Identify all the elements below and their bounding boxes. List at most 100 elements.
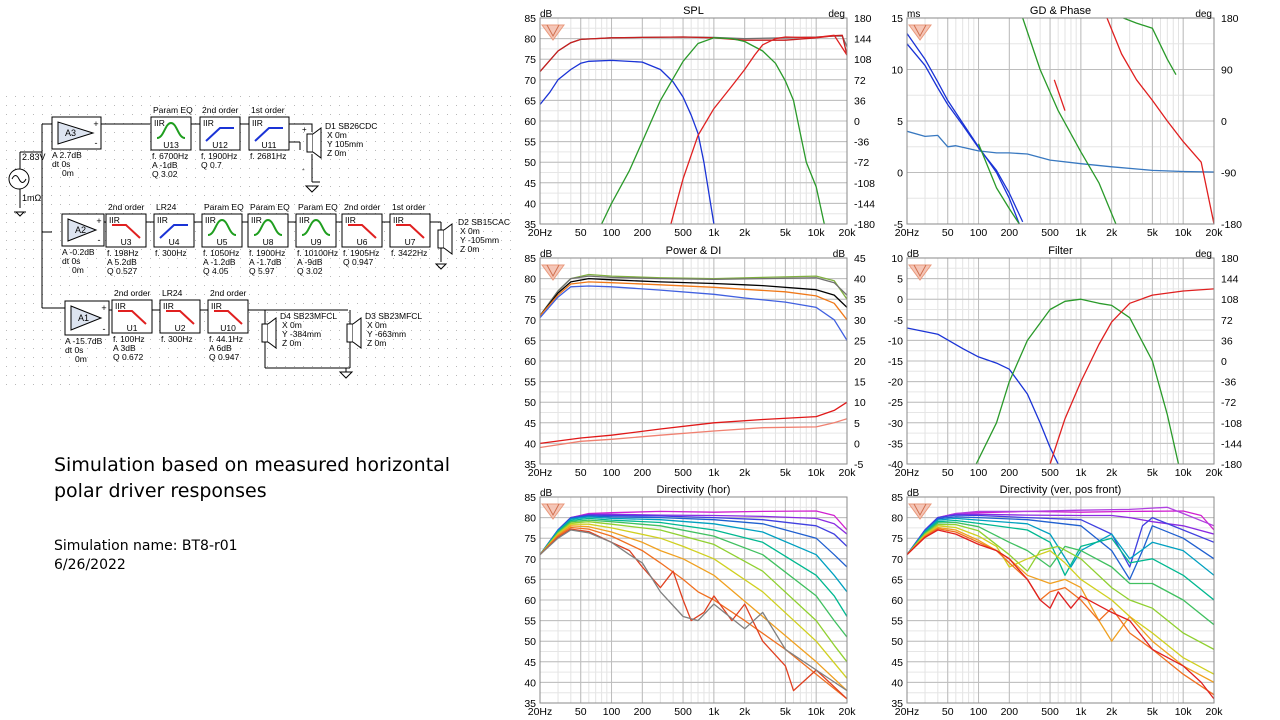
grid-dot <box>60 177 61 178</box>
amp-triangle-icon <box>57 121 95 145</box>
grid-dot <box>339 168 340 169</box>
grid-dot <box>276 186 277 187</box>
grid-dot <box>348 267 349 268</box>
grid-dot <box>285 321 286 322</box>
grid-dot <box>60 285 61 286</box>
filter-block-U11 <box>248 116 290 151</box>
grid-dot <box>267 366 268 367</box>
grid-dot <box>159 285 160 286</box>
grid-dot <box>465 114 466 115</box>
x-tick-label: 500 <box>1041 227 1059 239</box>
grid-dot <box>87 186 88 187</box>
grid-dot <box>186 285 187 286</box>
grid-dot <box>105 186 106 187</box>
grid-dot <box>339 375 340 376</box>
grid-dot <box>375 186 376 187</box>
grid-dot <box>375 384 376 385</box>
grid-dot <box>96 168 97 169</box>
grid-dot <box>321 357 322 358</box>
grid-dot <box>42 114 43 115</box>
block-param: f. 6700Hz <box>152 151 188 161</box>
grid-dot <box>492 285 493 286</box>
grid-dot <box>312 204 313 205</box>
grid-dot <box>420 321 421 322</box>
grid-dot <box>204 330 205 331</box>
grid-dot <box>6 114 7 115</box>
grid-dot <box>15 150 16 151</box>
grid-dot <box>510 321 511 322</box>
amp-minus-sign: - <box>95 138 98 148</box>
y2-tick-label: -5 <box>854 459 863 471</box>
grid-dot <box>186 258 187 259</box>
grid-dot <box>321 177 322 178</box>
amp-plus-sign: + <box>93 119 98 129</box>
grid-dot <box>339 312 340 313</box>
grid-dot <box>24 285 25 286</box>
grid-dot <box>96 186 97 187</box>
grid-dot <box>24 204 25 205</box>
grid-dot <box>267 348 268 349</box>
block-param: f. 1050Hz <box>203 248 239 258</box>
grid-dot <box>258 204 259 205</box>
x-tick-label: 100 <box>603 467 621 479</box>
grid-dot <box>114 114 115 115</box>
grid-dot <box>213 375 214 376</box>
grid-dot <box>231 96 232 97</box>
x-tick-label: 200 <box>634 467 652 479</box>
grid-dot <box>393 177 394 178</box>
grid-dot <box>51 240 52 241</box>
grid-dot <box>222 195 223 196</box>
grid-dot <box>51 177 52 178</box>
grid-dot <box>510 105 511 106</box>
grid-dot <box>393 348 394 349</box>
grid-dot <box>87 249 88 250</box>
left-unit-label: dB <box>907 488 920 499</box>
y2-tick-label: 30 <box>854 315 866 327</box>
grid-dot <box>384 348 385 349</box>
grid-dot <box>330 375 331 376</box>
grid-dot <box>6 150 7 151</box>
grid-dot <box>150 339 151 340</box>
grid-dot <box>24 231 25 232</box>
y2-tick-label: -72 <box>1221 397 1236 409</box>
grid-dot <box>294 384 295 385</box>
x-tick-label: 20k <box>1206 467 1224 479</box>
y2-tick-label: 40 <box>854 274 866 286</box>
grid-dot <box>501 231 502 232</box>
grid-dot <box>159 204 160 205</box>
grid-dot <box>285 285 286 286</box>
grid-dot <box>231 159 232 160</box>
grid-dot <box>96 150 97 151</box>
grid-dot <box>474 177 475 178</box>
y-tick-label: 0 <box>897 294 903 306</box>
grid-dot <box>420 285 421 286</box>
chart-title: Filter <box>1048 245 1073 257</box>
grid-dot <box>213 159 214 160</box>
grid-dot <box>204 384 205 385</box>
grid-dot <box>141 195 142 196</box>
grid-dot <box>375 204 376 205</box>
grid-dot <box>447 312 448 313</box>
grid-dot <box>375 303 376 304</box>
grid-dot <box>276 177 277 178</box>
grid-dot <box>285 186 286 187</box>
grid-dot <box>222 285 223 286</box>
grid-dot <box>384 123 385 124</box>
grid-dot <box>33 366 34 367</box>
grid-dot <box>213 384 214 385</box>
grid-dot <box>96 96 97 97</box>
grid-dot <box>267 177 268 178</box>
grid-dot <box>42 357 43 358</box>
grid-dot <box>51 114 52 115</box>
driver-param: Z 0m <box>327 148 346 158</box>
block-tag: IIR <box>154 118 165 128</box>
grid-dot <box>150 357 151 358</box>
grid-dot <box>366 186 367 187</box>
grid-dot <box>483 249 484 250</box>
grid-dot <box>384 285 385 286</box>
caption-title-line-1: Simulation based on measured horizontal <box>54 454 451 476</box>
grid-dot <box>15 159 16 160</box>
grid-dot <box>411 249 412 250</box>
grid-dot <box>258 357 259 358</box>
grid-dot <box>312 366 313 367</box>
